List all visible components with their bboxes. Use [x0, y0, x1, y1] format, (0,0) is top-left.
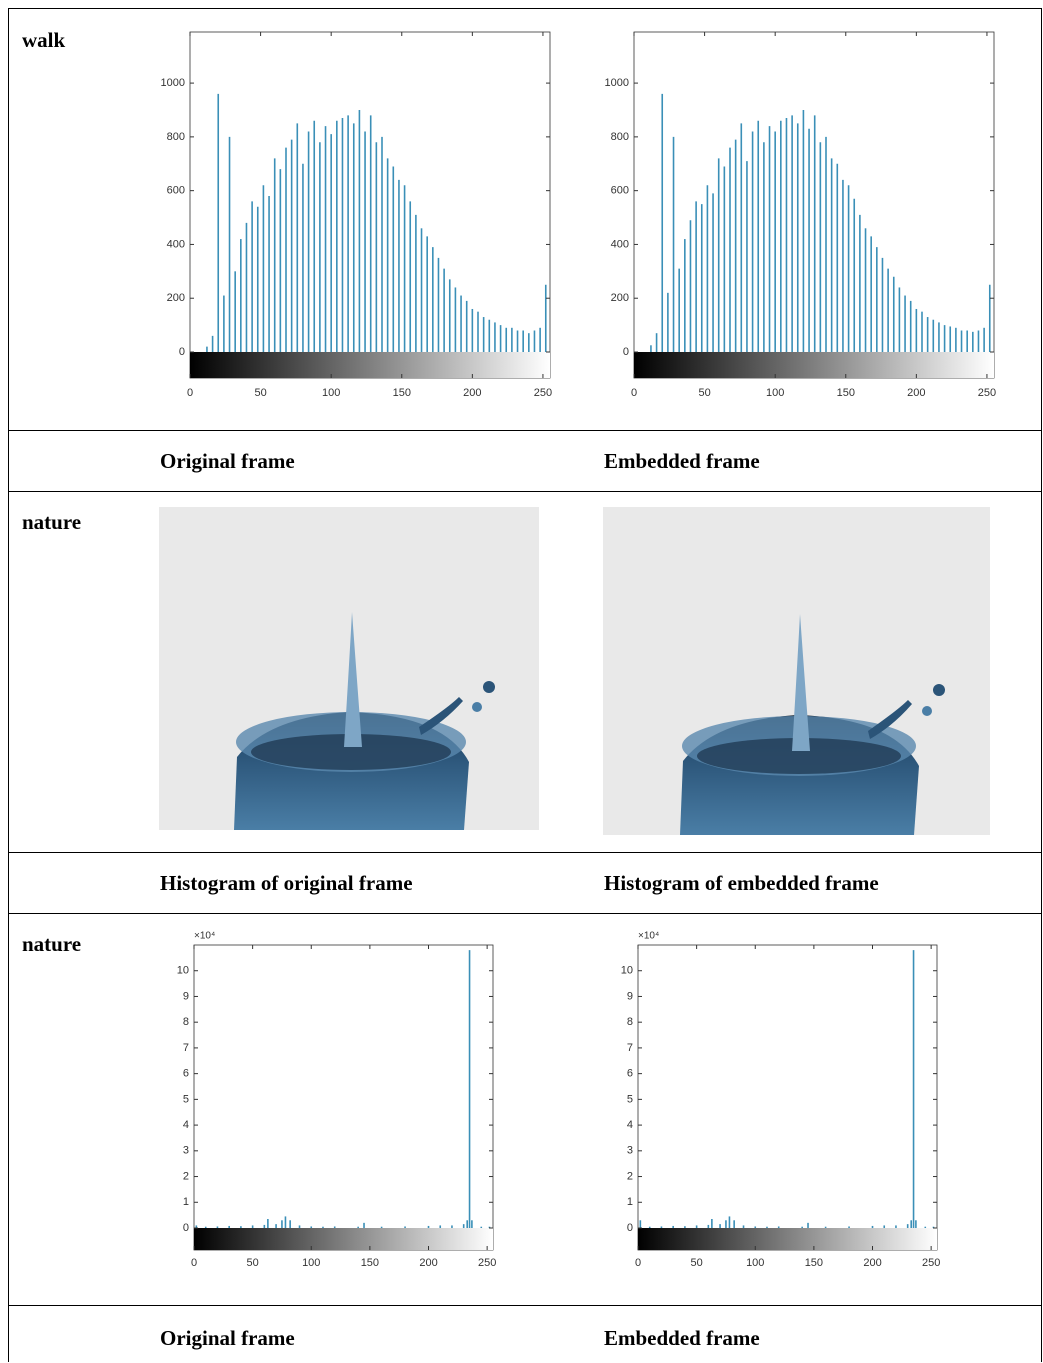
- x-tick-label: 150: [361, 1257, 379, 1269]
- y-tick-label: 5: [627, 1093, 633, 1105]
- plot-frame: [193, 944, 494, 1251]
- x-tick-label: 250: [978, 387, 996, 399]
- y-tick-label: 0: [623, 346, 629, 358]
- y-tick-label: 4: [183, 1119, 189, 1131]
- y-tick-label: 800: [611, 131, 629, 143]
- caption: Histogram of embedded frame: [604, 871, 879, 895]
- row-label: nature: [22, 932, 82, 956]
- caption: Embedded frame: [604, 449, 760, 473]
- caption: Original frame: [160, 1326, 295, 1350]
- row-border: [8, 8, 1042, 9]
- x-tick-label: 200: [863, 1257, 881, 1269]
- x-tick-label: 200: [463, 387, 481, 399]
- caption: Original frame: [160, 449, 295, 473]
- nature-image: [603, 507, 990, 835]
- caption: Histogram of original frame: [160, 871, 413, 895]
- row-label: walk: [22, 28, 66, 52]
- row-border: [8, 491, 1042, 492]
- x-tick-label: 0: [187, 387, 193, 399]
- x-tick-label: 50: [247, 1257, 259, 1269]
- x-tick-label: 50: [698, 387, 710, 399]
- x-tick-label: 0: [635, 1257, 641, 1269]
- y-tick-label: 0: [179, 346, 185, 358]
- x-tick-label: 250: [478, 1257, 496, 1269]
- y-tick-label: 3: [627, 1145, 633, 1157]
- y-tick-label: 200: [611, 292, 629, 304]
- y-tick-label: 0: [627, 1222, 633, 1234]
- y-tick-label: 6: [627, 1068, 633, 1080]
- x-tick-label: 0: [191, 1257, 197, 1269]
- y-tick-label: 8: [627, 1016, 633, 1028]
- x-tick-label: 100: [746, 1257, 764, 1269]
- y-tick-label: 1: [183, 1196, 189, 1208]
- y-tick-label: 9: [627, 990, 633, 1002]
- y-tick-label: 9: [183, 990, 189, 1002]
- y-tick-label: 1: [627, 1196, 633, 1208]
- x-tick-label: 150: [393, 387, 411, 399]
- y-tick-label: 600: [611, 185, 629, 197]
- y-tick-label: 10: [621, 965, 633, 977]
- colorbar: [194, 1228, 493, 1250]
- y-tick-label: 200: [167, 292, 185, 304]
- y-exponent-label: ×10⁴: [194, 931, 215, 942]
- histogram: 0 200 400 600 800 1000 0 50 100 150 200 250: [161, 31, 552, 399]
- row-border: [8, 1305, 1042, 1306]
- y-tick-label: 2: [627, 1170, 633, 1182]
- x-tick-label: 250: [922, 1257, 940, 1269]
- y-tick-label: 0: [183, 1222, 189, 1234]
- caption: Embedded frame: [604, 1326, 760, 1350]
- y-tick-label: 3: [183, 1145, 189, 1157]
- x-tick-label: 100: [766, 387, 784, 399]
- row-border: [8, 852, 1042, 853]
- y-tick-label: 2: [183, 1170, 189, 1182]
- y-tick-label: 7: [183, 1042, 189, 1054]
- y-tick-label: 400: [167, 238, 185, 250]
- y-exponent-label: ×10⁴: [638, 931, 659, 942]
- y-tick-label: 400: [611, 238, 629, 250]
- y-tick-label: 10: [177, 965, 189, 977]
- x-tick-label: 50: [691, 1257, 703, 1269]
- colorbar: [634, 352, 994, 378]
- y-tick-label: 600: [167, 185, 185, 197]
- y-tick-label: 4: [627, 1119, 633, 1131]
- x-tick-label: 100: [322, 387, 340, 399]
- y-tick-label: 8: [183, 1016, 189, 1028]
- colorbar: [638, 1228, 937, 1250]
- y-tick-label: 800: [167, 131, 185, 143]
- x-tick-label: 150: [805, 1257, 823, 1269]
- x-tick-label: 200: [419, 1257, 437, 1269]
- histogram: 0 200 400 600 800 1000 0 50 100 150 200 250: [605, 31, 996, 399]
- colorbar: [190, 352, 550, 378]
- y-tick-label: 1000: [161, 77, 185, 89]
- x-tick-label: 0: [631, 387, 637, 399]
- y-tick-label: 5: [183, 1093, 189, 1105]
- x-tick-label: 200: [907, 387, 925, 399]
- x-tick-label: 50: [254, 387, 266, 399]
- y-tick-label: 7: [627, 1042, 633, 1054]
- row-border: [8, 430, 1042, 431]
- row-border: [8, 913, 1042, 914]
- plot-frame: [637, 944, 938, 1251]
- table: [8, 8, 1042, 1362]
- x-tick-label: 250: [534, 387, 552, 399]
- x-tick-label: 100: [302, 1257, 320, 1269]
- y-tick-label: 1000: [605, 77, 629, 89]
- x-tick-label: 150: [837, 387, 855, 399]
- y-tick-label: 6: [183, 1068, 189, 1080]
- row-label: nature: [22, 510, 82, 534]
- nature-image: [159, 507, 539, 830]
